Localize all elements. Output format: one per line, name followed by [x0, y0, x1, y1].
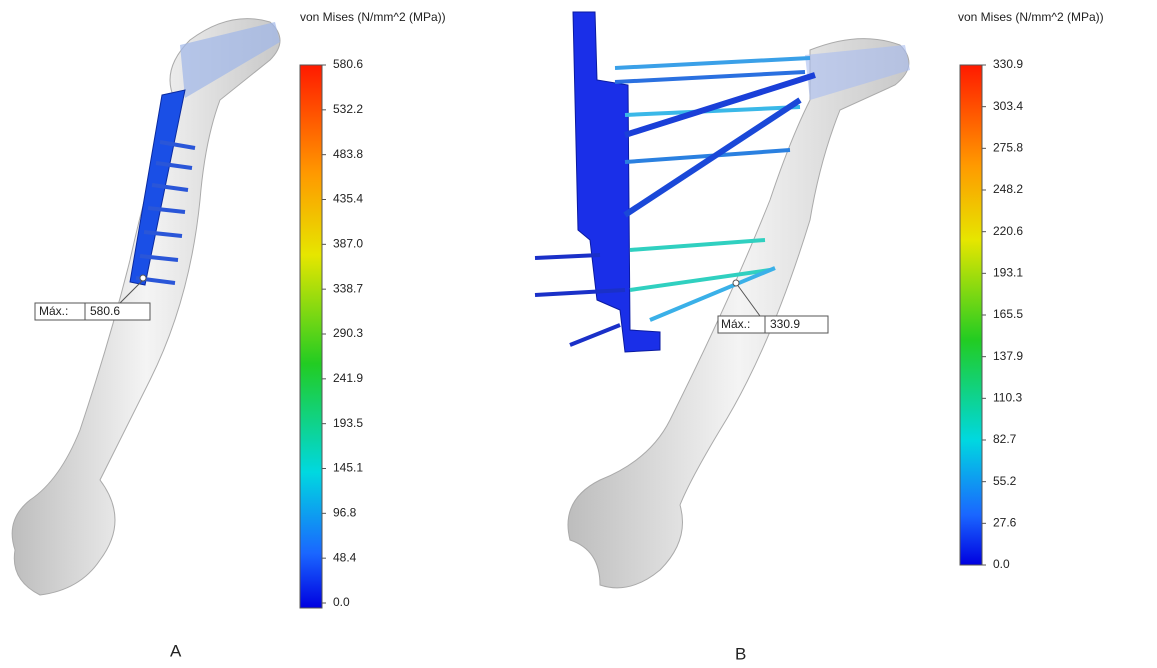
- tick-label: 435.4: [333, 192, 363, 206]
- tick-label: 330.9: [993, 57, 1023, 71]
- tick-label: 165.5: [993, 307, 1023, 321]
- tick-label: 55.2: [993, 474, 1017, 488]
- tick-label: 338.7: [333, 281, 363, 295]
- tick-label: 82.7: [993, 432, 1017, 446]
- tick-label: 220.6: [993, 224, 1023, 238]
- tick-label: 303.4: [993, 99, 1023, 113]
- panel-label: A: [170, 641, 182, 660]
- tick-label: 532.2: [333, 102, 363, 116]
- max-label: Máx.:: [39, 304, 68, 318]
- tick-label: 290.3: [333, 326, 363, 340]
- tick-label: 580.6: [333, 57, 363, 71]
- tick-label: 193.5: [333, 416, 363, 430]
- femur-b: [535, 12, 910, 588]
- tick-label: 0.0: [993, 557, 1010, 571]
- figure: von Mises (N/mm^2 (MPa)) von Mises (N/mm…: [0, 0, 1157, 668]
- tick-label: 193.1: [993, 266, 1023, 280]
- tick-label: 96.8: [333, 506, 357, 520]
- tick-label: 248.2: [993, 182, 1023, 196]
- tick-label: 275.8: [993, 141, 1023, 155]
- max-value: 330.9: [770, 317, 800, 331]
- colorbar-b: [960, 65, 982, 565]
- colorbar-a: [300, 65, 322, 608]
- tick-label: 387.0: [333, 237, 363, 251]
- tick-label: 110.3: [993, 391, 1022, 405]
- tick-label: 0.0: [333, 595, 350, 609]
- max-label: Máx.:: [721, 317, 750, 331]
- panel-label: B: [735, 644, 746, 663]
- tick-label: 137.9: [993, 349, 1023, 363]
- tick-label: 241.9: [333, 371, 363, 385]
- tick-label: 145.1: [333, 461, 363, 475]
- colorbar-title: von Mises (N/mm^2 (MPa)): [300, 10, 446, 24]
- max-value: 580.6: [90, 304, 120, 318]
- tick-label: 48.4: [333, 550, 357, 564]
- tick-label: 27.6: [993, 516, 1017, 530]
- colorbar-title: von Mises (N/mm^2 (MPa)): [958, 10, 1104, 24]
- tick-label: 483.8: [333, 147, 363, 161]
